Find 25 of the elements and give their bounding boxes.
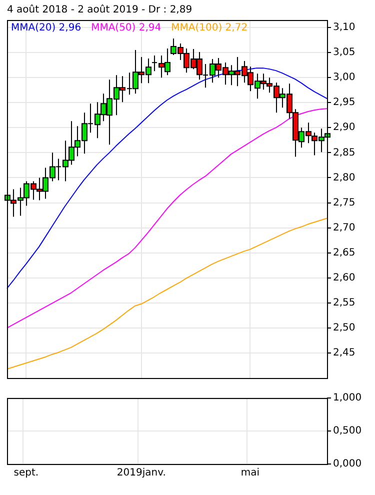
y-tick-label: 0,000 — [333, 458, 362, 470]
text: MMA(50) 2,94 — [91, 22, 162, 34]
y-tick-label: 3,10 — [333, 22, 356, 34]
y-tick-label: 2,90 — [333, 122, 356, 134]
candlestick — [152, 55, 158, 72]
y-tick-label: 2,75 — [333, 197, 356, 208]
y-tick-label: 2,50 — [333, 322, 356, 334]
y-tick-label: 2,80 — [333, 172, 356, 184]
y-tick-label: 0,500 — [333, 426, 362, 437]
x-tick-label: 2019janv. — [116, 468, 166, 479]
y-tick-label: 3,00 — [333, 72, 356, 84]
y-tick-label: 2,65 — [333, 247, 356, 258]
text: MMA(100) 2,72 — [171, 22, 248, 34]
text: MMA(20) 2,96 — [11, 22, 82, 34]
y-tick-label: 3,05 — [333, 47, 356, 58]
y-tick-label: 2,55 — [333, 297, 356, 308]
y-tick-label: 2,85 — [333, 147, 356, 158]
chart-title: 4 août 2018 - 2 août 2019 - Dr : 2,89 — [7, 4, 192, 16]
y-tick-label: 1,000 — [333, 392, 362, 404]
x-tick-label: sept. — [14, 468, 39, 479]
y-tick-label: 2,45 — [333, 348, 356, 359]
y-tick-label: 2,95 — [333, 97, 356, 108]
y-tick-label: 2,70 — [333, 222, 356, 234]
y-tick-label: 2,60 — [333, 272, 356, 284]
x-tick-label: mai — [240, 468, 260, 479]
